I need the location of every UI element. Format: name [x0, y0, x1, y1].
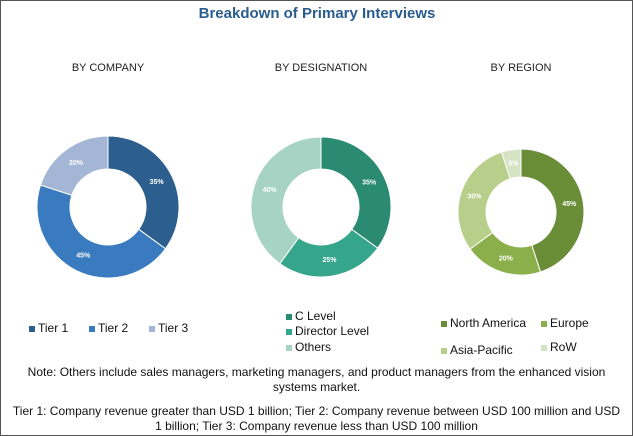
- legend-swatch: [286, 314, 292, 320]
- value-label: 25%: [322, 257, 337, 264]
- value-label: 40%: [263, 187, 278, 194]
- note: Tier 1: Company revenue greater than USD…: [12, 404, 621, 433]
- legend-swatch: [29, 326, 35, 332]
- donut-slice: [457, 151, 511, 250]
- legend-label: Others: [295, 340, 331, 354]
- chart-subtitle: BY DESIGNATION: [275, 62, 368, 74]
- donut-slice: [320, 136, 392, 249]
- value-label: 45%: [76, 252, 91, 259]
- legend-swatch: [149, 326, 155, 332]
- main-title: Breakdown of Primary Interviews: [199, 5, 436, 22]
- donut-slice: [39, 135, 109, 196]
- legend-label: Director Level: [295, 324, 369, 338]
- legend-label: North America: [450, 316, 526, 330]
- legend-swatch: [286, 345, 292, 351]
- value-label: 35%: [362, 179, 377, 186]
- legend-label: RoW: [550, 340, 577, 354]
- note: Note: Others include sales managers, mar…: [27, 365, 606, 394]
- donut-slice: [520, 148, 585, 273]
- value-label: 45%: [562, 201, 577, 208]
- legend-label: Tier 3: [158, 321, 189, 335]
- legend-swatch: [441, 321, 447, 327]
- legend-label: Europe: [550, 316, 589, 330]
- value-label: 35%: [150, 179, 165, 186]
- value-label: 20%: [69, 160, 84, 167]
- chart-subtitle: BY REGION: [491, 62, 552, 74]
- legend-label: Tier 1: [38, 321, 69, 335]
- legend-label: C Level: [295, 309, 336, 323]
- legend-label: Tier 2: [98, 321, 129, 335]
- legend-swatch: [89, 326, 95, 332]
- legend-swatch: [541, 321, 547, 327]
- donut-slice: [250, 136, 322, 265]
- donut-slice: [107, 135, 180, 250]
- donut-slice: [36, 184, 167, 279]
- legend-swatch: [286, 329, 292, 335]
- legend-swatch: [441, 348, 447, 354]
- donut-slice: [500, 148, 522, 180]
- legend-swatch: [541, 345, 547, 351]
- value-label: 30%: [467, 194, 482, 201]
- value-label: 20%: [499, 255, 514, 262]
- value-label: 5%: [508, 160, 519, 167]
- chart-subtitle: BY COMPANY: [72, 62, 145, 74]
- legend-label: Asia-Pacific: [450, 343, 513, 357]
